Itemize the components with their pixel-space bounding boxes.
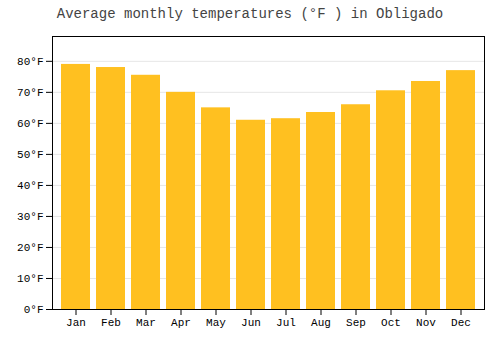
html-text:Average monthly temperatures (: Average monthly temperatures (°F ) in Ob… [56, 6, 444, 22]
svg-text:10°F: 10°F [17, 273, 43, 285]
svg-text:Sep: Sep [346, 317, 366, 329]
svg-text:80°F: 80°F [17, 56, 43, 68]
svg-text:Jun: Jun [241, 317, 261, 329]
svg-text:Dec: Dec [451, 317, 471, 329]
svg-text:Nov: Nov [416, 317, 436, 329]
svg-text:Oct: Oct [381, 317, 401, 329]
svg-text:Jan: Jan [66, 317, 86, 329]
svg-text:70°F: 70°F [17, 87, 43, 99]
svg-text:60°F: 60°F [17, 118, 43, 130]
svg-text:0°F: 0°F [24, 304, 44, 316]
svg-text:Aug: Aug [311, 317, 331, 329]
svg-text:Mar: Mar [136, 317, 156, 329]
svg-text:30°F: 30°F [17, 211, 43, 223]
svg-text:Apr: Apr [171, 317, 191, 329]
svg-text:40°F: 40°F [17, 180, 43, 192]
svg-text:50°F: 50°F [17, 149, 43, 161]
svg-text:20°F: 20°F [17, 242, 43, 254]
svg-text:Jul: Jul [276, 317, 296, 329]
svg-text:May: May [206, 317, 226, 329]
svg-text:Feb: Feb [101, 317, 121, 329]
